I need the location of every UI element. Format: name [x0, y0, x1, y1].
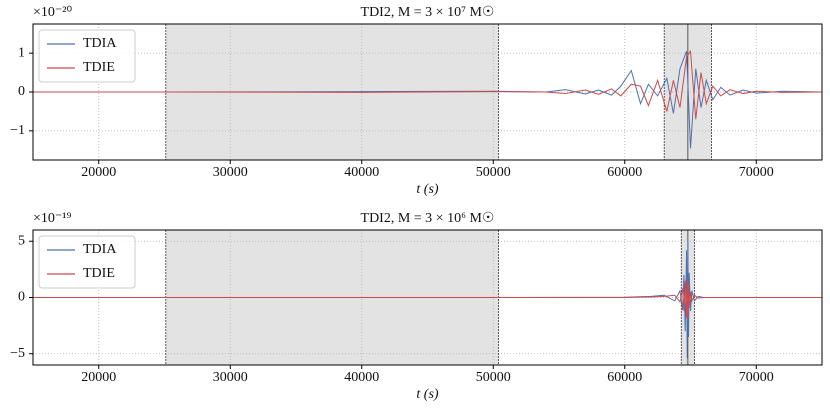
data-line	[33, 49, 823, 120]
x-tick-label: 40000	[344, 370, 379, 385]
data-line	[33, 51, 823, 149]
x-tick-label: 60000	[607, 370, 642, 385]
y-tick-label: −5	[10, 346, 25, 361]
legend-box	[38, 29, 136, 83]
x-tick-label: 20000	[81, 165, 116, 180]
plot-frame	[32, 229, 823, 366]
y-tick-label: 0	[18, 84, 25, 99]
subplot-title: TDI2, M = 3 × 10⁷ M☉	[361, 5, 495, 20]
y-tick-label: 0	[18, 290, 25, 305]
x-axis-label: t (s)	[416, 387, 439, 402]
x-tick-label: 60000	[607, 165, 642, 180]
subplot: 20000 30000 40000 50000 60000 70000 −1 0 1 TDI2, …	[10, 5, 823, 197]
x-tick-label: 20000	[81, 370, 116, 385]
y-tick-label: 1	[18, 45, 25, 60]
x-tick-label: 30000	[213, 165, 248, 180]
legend-label: TDIE	[83, 60, 115, 75]
x-axis-label: t (s)	[416, 182, 439, 197]
y-tick-label: 5	[18, 233, 25, 248]
x-tick-label: 30000	[213, 370, 248, 385]
data-line	[33, 279, 822, 319]
y-offset-label: ×10⁻²⁰	[33, 5, 72, 20]
x-tick-label: 70000	[739, 370, 774, 385]
subplot: 20000 30000 40000 50000 60000 70000 −5 0 5 TDI2, …	[10, 211, 823, 402]
x-tick-label: 40000	[344, 165, 379, 180]
x-tick-label: 50000	[476, 370, 511, 385]
legend-label: TDIA	[83, 36, 117, 51]
subplot-title: TDI2, M = 3 × 10⁶ M☉	[361, 211, 495, 226]
y-tick-label: −1	[10, 123, 25, 138]
legend-label: TDIE	[83, 266, 115, 281]
legend-box	[38, 235, 136, 289]
legend-label: TDIA	[83, 242, 117, 257]
x-tick-label: 70000	[739, 165, 774, 180]
x-tick-label: 50000	[476, 165, 511, 180]
plot-frame	[32, 23, 823, 161]
y-offset-label: ×10⁻¹⁹	[33, 211, 71, 226]
